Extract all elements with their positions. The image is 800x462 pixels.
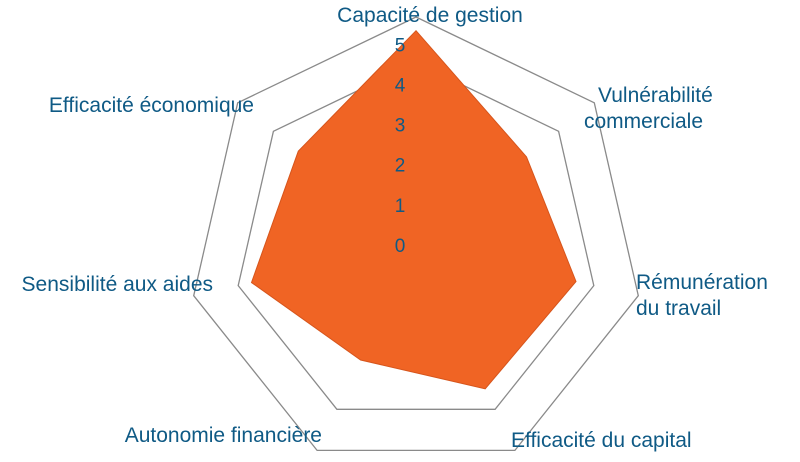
axis-label-efficacite-du-capital: Efficacité du capital [511, 429, 692, 452]
axis-label-remuneration-du-travail: Rémunération du travail [636, 271, 774, 320]
grid-ring-4 [237, 61, 595, 410]
axis-label-line: Rémunération [636, 271, 768, 294]
axis-label-autonomie-financiere: Autonomie financière [125, 424, 322, 447]
tick-label-1: 1 [395, 196, 406, 217]
axis-label-efficacite-economique: Efficacité économique [49, 94, 254, 117]
radar-grid-rings [192, 16, 640, 452]
grid-ring-5 [192, 16, 640, 452]
tick-label-5: 5 [395, 35, 406, 56]
axis-label-line: du travail [636, 297, 721, 320]
axis-label-sensibilite-aux-aides: Sensibilité aux aides [22, 273, 213, 296]
axis-label-capacite-de-gestion: Capacité de gestion [337, 4, 523, 27]
axis-label-vulnerabilite-commerciale: Vulnérabilité commerciale [584, 84, 719, 133]
axis-label-line: commerciale [584, 110, 703, 133]
tick-label-2: 2 [395, 156, 406, 177]
axis-label-line: Autonomie financière [125, 424, 322, 447]
axis-label-line: Capacité de gestion [337, 4, 523, 27]
axis-label-line: Efficacité du capital [511, 429, 692, 452]
axis-label-line: Efficacité économique [49, 94, 254, 117]
tick-label-3: 3 [395, 116, 406, 137]
data-series-area [250, 29, 577, 390]
axis-label-line: Vulnérabilité [598, 84, 713, 107]
tick-label-0: 0 [395, 236, 406, 257]
tick-label-4: 4 [395, 76, 406, 97]
axis-label-line: Sensibilité aux aides [22, 273, 213, 296]
radial-tick-labels: 0 1 2 3 4 5 [395, 35, 406, 257]
